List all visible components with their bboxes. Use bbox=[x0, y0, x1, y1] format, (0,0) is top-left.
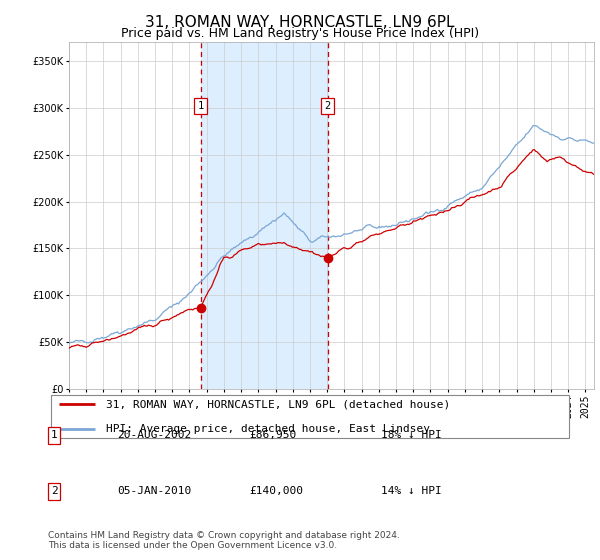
Text: 2: 2 bbox=[325, 101, 331, 111]
Text: 05-JAN-2010: 05-JAN-2010 bbox=[117, 487, 191, 496]
Text: 20-AUG-2002: 20-AUG-2002 bbox=[117, 431, 191, 440]
Text: £140,000: £140,000 bbox=[249, 487, 303, 496]
Text: 31, ROMAN WAY, HORNCASTLE, LN9 6PL (detached house): 31, ROMAN WAY, HORNCASTLE, LN9 6PL (deta… bbox=[106, 399, 450, 409]
Text: 1: 1 bbox=[50, 431, 58, 440]
Text: 18% ↓ HPI: 18% ↓ HPI bbox=[381, 431, 442, 440]
Text: 2: 2 bbox=[50, 487, 58, 496]
Text: Contains HM Land Registry data © Crown copyright and database right 2024.
This d: Contains HM Land Registry data © Crown c… bbox=[48, 530, 400, 550]
Text: 31, ROMAN WAY, HORNCASTLE, LN9 6PL: 31, ROMAN WAY, HORNCASTLE, LN9 6PL bbox=[145, 15, 455, 30]
Text: £86,950: £86,950 bbox=[249, 431, 296, 440]
Text: HPI: Average price, detached house, East Lindsey: HPI: Average price, detached house, East… bbox=[106, 424, 430, 434]
Text: 1: 1 bbox=[197, 101, 203, 111]
FancyBboxPatch shape bbox=[50, 395, 569, 438]
Text: 14% ↓ HPI: 14% ↓ HPI bbox=[381, 487, 442, 496]
Text: Price paid vs. HM Land Registry's House Price Index (HPI): Price paid vs. HM Land Registry's House … bbox=[121, 27, 479, 40]
Bar bbox=[200, 42, 328, 389]
